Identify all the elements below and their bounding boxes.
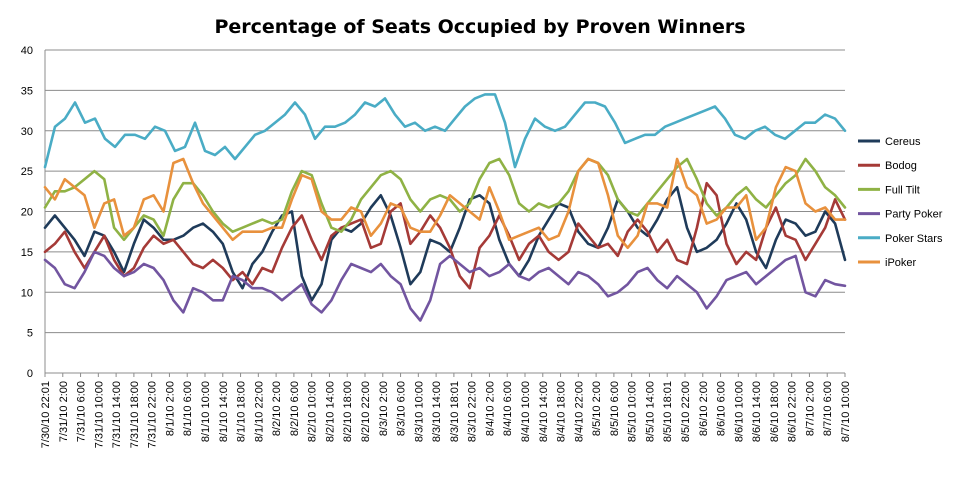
y-tick-label: 20 bbox=[21, 207, 33, 219]
legend-label-ipoker: iPoker bbox=[885, 257, 917, 269]
legend-label-full-tilt: Full Tilt bbox=[885, 184, 920, 196]
y-tick-label: 35 bbox=[21, 85, 33, 97]
x-tick-label: 8/6/10 14:00 bbox=[751, 381, 763, 442]
series-lines bbox=[43, 93, 847, 322]
legend-label-bodog: Bodog bbox=[885, 160, 917, 172]
x-tick-label: 8/6/10 18:00 bbox=[769, 381, 781, 442]
y-tick-label: 15 bbox=[21, 247, 33, 259]
x-tick-label: 8/3/10 2:00 bbox=[378, 381, 390, 436]
x-tick-label: 8/1/10 6:00 bbox=[182, 381, 194, 436]
x-tick-label: 8/5/10 14:00 bbox=[644, 381, 656, 442]
series-line-party-poker bbox=[43, 250, 847, 322]
x-axis: 7/30/10 22:01 7/31/10 2:00 7/31/10 6:00 7/3… bbox=[40, 372, 852, 448]
x-tick-label: 7/31/10 6:00 bbox=[76, 381, 88, 442]
series-line-full-tilt bbox=[43, 157, 847, 242]
legend-label-cereus: Cereus bbox=[885, 136, 921, 148]
y-tick-label: 10 bbox=[21, 287, 33, 299]
x-tick-label: 8/1/10 10:00 bbox=[200, 381, 212, 442]
x-tick-label: 8/2/10 14:00 bbox=[324, 381, 336, 442]
x-tick-label: 7/31/10 22:00 bbox=[147, 381, 159, 448]
legend: Cereus Bodog Full Tilt Party Poker Poker Sta… bbox=[858, 136, 943, 269]
x-tick-label: 8/7/10 10:00 bbox=[840, 381, 852, 442]
x-tick-label: 8/3/10 14:00 bbox=[431, 381, 443, 442]
x-tick-label: 8/6/10 10:00 bbox=[733, 381, 745, 442]
x-tick-label: 8/5/10 10:00 bbox=[627, 381, 639, 442]
x-tick-label: 8/2/10 10:00 bbox=[307, 381, 319, 442]
x-tick-label: 7/31/10 2:00 bbox=[58, 381, 70, 442]
x-tick-label: 8/3/10 22:00 bbox=[467, 381, 479, 442]
x-tick-label: 8/4/10 10:00 bbox=[520, 381, 532, 442]
x-tick-label: 8/1/10 18:00 bbox=[236, 381, 248, 442]
series-line-cereus bbox=[43, 186, 847, 302]
x-tick-label: 8/4/10 14:00 bbox=[538, 381, 550, 442]
y-tick-label: 5 bbox=[27, 328, 33, 340]
x-tick-label: 8/2/10 6:00 bbox=[289, 381, 301, 436]
x-tick-label: 8/2/10 22:00 bbox=[360, 381, 372, 442]
y-axis: 0 5 10 15 20 25 30 35 40 bbox=[21, 45, 46, 380]
series-line-poker-stars bbox=[43, 93, 847, 169]
legend-label-party-poker: Party Poker bbox=[885, 209, 943, 221]
x-tick-label: 8/6/10 22:00 bbox=[787, 381, 799, 442]
x-tick-label: 8/3/10 6:00 bbox=[396, 381, 408, 436]
y-tick-label: 40 bbox=[21, 45, 33, 57]
x-tick-label: 8/6/10 6:00 bbox=[716, 381, 728, 436]
x-tick-label: 8/4/10 22:00 bbox=[573, 381, 585, 442]
x-tick-label: 8/4/10 6:00 bbox=[502, 381, 514, 436]
gridlines bbox=[45, 49, 845, 374]
x-tick-label: 8/1/10 14:00 bbox=[218, 381, 230, 442]
x-tick-label: 8/4/10 18:00 bbox=[556, 381, 568, 442]
y-tick-label: 30 bbox=[21, 126, 33, 138]
x-tick-label: 7/31/10 18:00 bbox=[129, 381, 141, 448]
legend-label-poker-stars: Poker Stars bbox=[885, 233, 943, 245]
x-tick-label: 8/7/10 6:00 bbox=[822, 381, 834, 436]
x-tick-label: 8/5/10 22:00 bbox=[680, 381, 692, 442]
x-tick-label: 7/30/10 22:01 bbox=[40, 381, 52, 448]
x-tick-label: 8/1/10 2:00 bbox=[164, 381, 176, 436]
y-tick-label: 0 bbox=[27, 368, 33, 380]
x-tick-label: 8/4/10 2:00 bbox=[484, 381, 496, 436]
x-tick-label: 8/6/10 2:00 bbox=[698, 381, 710, 436]
x-tick-label: 8/2/10 18:00 bbox=[342, 381, 354, 442]
x-tick-label: 7/31/10 10:00 bbox=[93, 381, 105, 448]
x-tick-label: 8/5/10 6:00 bbox=[609, 381, 621, 436]
x-tick-label: 8/5/10 18:01 bbox=[662, 381, 674, 442]
x-tick-label: 8/2/10 2:00 bbox=[271, 381, 283, 436]
chart-title: Percentage of Seats Occupied by Proven W… bbox=[214, 16, 745, 38]
x-tick-label: 8/3/10 10:00 bbox=[413, 381, 425, 442]
x-tick-label: 8/7/10 2:00 bbox=[804, 381, 816, 436]
x-tick-label: 8/5/10 2:00 bbox=[591, 381, 603, 436]
series-line-ipoker bbox=[43, 157, 847, 250]
x-tick-label: 8/1/10 22:00 bbox=[253, 381, 265, 442]
x-tick-label: 7/31/10 14:00 bbox=[111, 381, 123, 448]
x-tick-label: 8/3/10 18:01 bbox=[449, 381, 461, 442]
series-line-bodog bbox=[43, 181, 847, 290]
y-tick-label: 25 bbox=[21, 166, 33, 178]
